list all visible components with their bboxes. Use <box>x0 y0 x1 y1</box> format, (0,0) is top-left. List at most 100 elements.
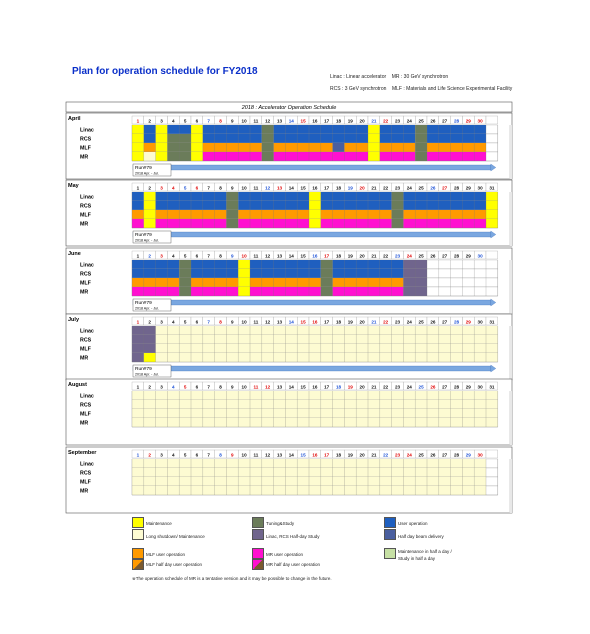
day-number: 6 <box>196 185 199 190</box>
day-number: 1 <box>137 118 140 123</box>
schedule-bar-user <box>202 125 262 134</box>
schedule-bar-tuning <box>179 269 191 278</box>
day-number: 16 <box>312 452 318 457</box>
schedule-bar-maint <box>191 134 203 143</box>
day-number: 16 <box>312 319 318 324</box>
facility-label: MR <box>80 222 88 228</box>
day-number: 7 <box>207 185 210 190</box>
day-header-cell <box>485 449 498 459</box>
facility-label: RCS <box>80 338 92 344</box>
day-number: 9 <box>231 185 234 190</box>
day-number: 27 <box>442 452 448 457</box>
day-number: 19 <box>348 185 354 190</box>
schedule-bar-tuning <box>261 134 274 143</box>
schedule-bar-mr <box>132 219 144 228</box>
day-number: 29 <box>466 185 472 190</box>
month-name: June <box>68 251 81 257</box>
run-label: Run#79 <box>135 232 152 238</box>
day-number: 21 <box>371 384 377 389</box>
day-number: 14 <box>289 253 295 258</box>
schedule-bar-user <box>132 201 144 210</box>
day-number: 29 <box>466 384 472 389</box>
day-number: 12 <box>265 118 271 123</box>
schedule-bar-mlf <box>427 143 486 152</box>
day-number: 30 <box>478 253 484 258</box>
day-number: 30 <box>478 185 484 190</box>
schedule-bar-maint <box>238 260 250 269</box>
facility-label: RCS <box>80 403 92 409</box>
schedule-bar-tuning <box>179 287 191 296</box>
legend-swatch-long-shutdown <box>132 529 144 540</box>
schedule-bar-mr <box>379 152 416 161</box>
day-number: 24 <box>407 118 413 123</box>
day-number: 14 <box>289 452 295 457</box>
schedule-bar-maint <box>143 210 156 219</box>
day-number: 20 <box>360 319 366 324</box>
day-number: 7 <box>207 118 210 123</box>
day-number: 18 <box>336 185 342 190</box>
schedule-bar-maint <box>368 143 380 152</box>
facility-label: MR <box>80 356 88 362</box>
day-number: 6 <box>196 384 199 389</box>
legend-label-mlf-user: MLF user operation <box>146 552 186 557</box>
day-number: 22 <box>383 452 389 457</box>
run-sub-label: 2018 Apr. - Jul. <box>135 239 159 243</box>
day-number: 3 <box>160 452 163 457</box>
day-number: 31 <box>489 185 495 190</box>
day-number: 24 <box>407 185 413 190</box>
facility-label: MR <box>80 421 88 427</box>
day-number: 2 <box>148 319 151 324</box>
schedule-bar-user <box>143 134 156 143</box>
legend-label-beam-delivery: Half day beam delivery <box>398 534 444 539</box>
legend-swatch-half-day <box>384 548 396 559</box>
day-number: 18 <box>336 253 342 258</box>
day-header-cell <box>485 381 498 391</box>
schedule-bar-longshut <box>155 344 498 353</box>
schedule-bar-user <box>202 134 262 143</box>
facility-label: MLF <box>80 146 92 152</box>
day-number: 6 <box>196 253 199 258</box>
schedule-bar-user <box>427 134 486 143</box>
day-number: 26 <box>430 185 436 190</box>
day-number: 6 <box>196 118 199 123</box>
facility-label: Linac <box>80 394 94 400</box>
schedule-bar-mlf <box>273 143 333 152</box>
schedule-bar-maint <box>486 210 498 219</box>
schedule-bar-mlf <box>143 143 156 152</box>
table-header-frame <box>65 101 513 113</box>
day-number: 25 <box>419 384 425 389</box>
schedule-bar-longshut <box>155 335 498 344</box>
day-number: 16 <box>312 253 318 258</box>
facility-label: RCS <box>80 137 92 143</box>
schedule-bar-maint <box>368 125 380 134</box>
day-number: 31 <box>489 319 495 324</box>
schedule-bar-maint <box>155 143 168 152</box>
schedule-bar-maint <box>191 125 203 134</box>
day-number: 20 <box>360 384 366 389</box>
facility-label: MLF <box>80 213 92 219</box>
abbrev-linac: Linac : Linear accelerator MR : 30 GeV s… <box>330 74 449 80</box>
day-number: 19 <box>348 384 354 389</box>
day-number: 26 <box>430 319 436 324</box>
schedule-bar-maint <box>143 192 156 201</box>
day-number: 27 <box>442 384 448 389</box>
schedule-bar-tuning <box>226 201 239 210</box>
day-number: 11 <box>253 185 258 190</box>
schedule-bar-user <box>379 125 416 134</box>
day-number: 20 <box>360 253 366 258</box>
facility-label: MLF <box>80 412 92 418</box>
day-number: 21 <box>371 118 377 123</box>
legend-swatch-rcs-half <box>252 529 264 540</box>
day-number: 13 <box>277 253 283 258</box>
run-bar-arrow <box>490 163 497 172</box>
day-number: 4 <box>172 319 175 324</box>
day-number: 12 <box>265 185 271 190</box>
page-title: Plan for operation schedule for FY2018 <box>72 66 258 77</box>
schedule-bar-maint <box>143 201 156 210</box>
schedule-bar-tuning <box>261 152 274 161</box>
day-number: 5 <box>184 384 187 389</box>
day-number: 29 <box>466 452 472 457</box>
day-number: 3 <box>160 253 163 258</box>
filler-cols <box>509 260 512 314</box>
day-number: 25 <box>419 253 425 258</box>
